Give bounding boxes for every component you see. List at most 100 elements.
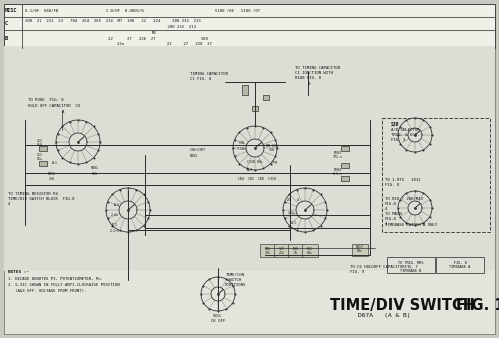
- Text: 316: 316: [49, 177, 55, 181]
- Text: S31C: S31C: [213, 314, 223, 318]
- Text: TO C6 HOLDOFF CAPACITOR: TO C6 HOLDOFF CAPACITOR: [350, 265, 405, 269]
- Bar: [39, 145, 47, 150]
- Text: 22n                  22     27   228  27: 22n 22 27 228 27: [117, 42, 212, 46]
- Text: MISC: MISC: [5, 8, 17, 13]
- Text: FIG. 8: FIG. 8: [454, 261, 467, 265]
- Text: TO TIMING CAPACITOR: TO TIMING CAPACITOR: [295, 66, 340, 70]
- Text: CB4  CB1  CB8  C310: CB4 CB1 CB8 C310: [238, 177, 276, 181]
- Text: FIG. 7: FIG. 7: [405, 265, 417, 269]
- Text: 200  21  221  23   704  264  265  214  M7  108   22   224     200 232  213: 200 21 221 23 704 264 265 214 M7 108 22 …: [25, 19, 201, 23]
- Text: B: B: [5, 37, 8, 42]
- Text: C330 80c: C330 80c: [247, 160, 263, 164]
- Text: RB C31
316: RB C31 316: [266, 144, 278, 152]
- Bar: [382, 118, 490, 232]
- Bar: [352, 244, 368, 256]
- Bar: [341, 145, 349, 150]
- Bar: [341, 163, 349, 168]
- Bar: [242, 85, 248, 95]
- Text: RB03: RB03: [190, 154, 198, 158]
- Text: TO TIMING RESISTOR R4: TO TIMING RESISTOR R4: [8, 192, 58, 196]
- Text: R204
2-1+s: R204 2-1+s: [333, 168, 343, 176]
- Text: 1. DECADE DENOTES PI, POTENTIOMETER, Pn.: 1. DECADE DENOTES PI, POTENTIOMETER, Pn.: [8, 277, 103, 281]
- Text: FIG. 10: FIG. 10: [456, 298, 499, 313]
- Text: FIG. 9: FIG. 9: [350, 270, 364, 274]
- Text: S38: S38: [391, 122, 400, 127]
- Bar: [302, 244, 318, 257]
- Bar: [260, 244, 276, 257]
- Text: A/D SELECTOR: A/D SELECTOR: [391, 128, 420, 132]
- Text: A-7: A-7: [247, 168, 253, 172]
- Text: 4: 4: [385, 207, 387, 211]
- Text: FIG. 3: FIG. 3: [391, 138, 405, 142]
- Text: TO 1.VTS   1011: TO 1.VTS 1011: [385, 178, 421, 182]
- Text: B: B: [308, 82, 310, 86]
- Text: 7-18s: 7-18s: [237, 147, 247, 151]
- Text: Jog: Jog: [272, 160, 278, 164]
- Text: CB17
80c: CB17 80c: [356, 245, 364, 253]
- Text: 2-1+s: 2-1+s: [110, 229, 120, 233]
- Text: 816: 816: [92, 172, 98, 176]
- Bar: [288, 244, 304, 257]
- Text: TO R306  FIG. 8: TO R306 FIG. 8: [28, 98, 64, 102]
- Bar: [263, 95, 269, 99]
- Text: C3H+C3R7: C3H+C3R7: [190, 148, 206, 152]
- Text: FIG.8: FIG.8: [385, 217, 397, 221]
- Text: M3: M3: [152, 31, 157, 35]
- Text: D67A   (A & B): D67A (A & B): [358, 313, 411, 318]
- Text: TO R10 / 200/M43: TO R10 / 200/M43: [385, 197, 423, 201]
- Text: C1 FIG. 8: C1 FIG. 8: [190, 77, 212, 81]
- Text: 2-4s: 2-4s: [288, 211, 296, 215]
- Text: 4: 4: [385, 222, 387, 226]
- Text: C11
G1s: C11 G1s: [37, 153, 43, 161]
- Bar: [4, 46, 495, 271]
- Text: A-1: A-1: [52, 161, 58, 165]
- Bar: [252, 105, 258, 111]
- Text: C1 JUNCTION WITH: C1 JUNCTION WITH: [295, 71, 333, 75]
- Text: R31
701: R31 701: [265, 247, 271, 255]
- Text: TIMEBASE B: TIMEBASE B: [400, 269, 422, 273]
- Text: FIG. V: FIG. V: [385, 183, 399, 187]
- Bar: [387, 257, 435, 273]
- Bar: [4, 4, 495, 48]
- Text: A-6: A-6: [114, 203, 120, 207]
- Text: TIME/DIV SWITCH BLOCK  FIG.8: TIME/DIV SWITCH BLOCK FIG.8: [8, 197, 74, 201]
- Text: FIG.8: FIG.8: [385, 202, 397, 206]
- Text: TO MAIN: TO MAIN: [385, 212, 402, 216]
- Text: RB01: RB01: [91, 166, 99, 170]
- Bar: [4, 4, 495, 48]
- Text: TIMING CAPACITOR: TIMING CAPACITOR: [190, 72, 228, 76]
- Text: R61
88s: R61 88s: [307, 247, 313, 255]
- Bar: [436, 257, 484, 273]
- Text: R203
371-s: R203 371-s: [333, 151, 343, 159]
- Text: C30: C30: [239, 141, 245, 145]
- Text: G-1: G-1: [291, 221, 297, 225]
- Text: 20   4: 20 4: [287, 198, 299, 202]
- Text: S37
252: S37 252: [279, 247, 285, 255]
- Text: C11
818: C11 818: [37, 139, 43, 147]
- Text: CK OFF: CK OFF: [211, 319, 225, 323]
- Text: B-1: B-1: [112, 223, 118, 227]
- Text: (A&3 OFF, VOLTAGE FROM FRONT).: (A&3 OFF, VOLTAGE FROM FRONT).: [8, 289, 86, 293]
- Text: 0.1/0F  680/FB                    1.0/0F  0.0001/0                              : 0.1/0F 680/FB 1.0/0F 0.0001/0: [25, 8, 260, 13]
- Text: R60
1k: R60 1k: [293, 247, 299, 255]
- Text: TRIG. & OCT.: TRIG. & OCT.: [391, 133, 420, 137]
- Text: TO TRIG. MBS: TO TRIG. MBS: [398, 261, 424, 265]
- Text: 2-4s: 2-4s: [111, 213, 119, 217]
- Text: POSITIONS: POSITIONS: [225, 283, 246, 287]
- Text: TIME/DIV SWITCH: TIME/DIV SWITCH: [330, 298, 475, 313]
- Text: 4: 4: [8, 202, 10, 206]
- Text: R180 FIG. 8: R180 FIG. 8: [295, 76, 321, 80]
- Text: TIMEBASE A: TIMEBASE A: [450, 265, 471, 269]
- Text: HOLD OFF CAPACITOR  CX: HOLD OFF CAPACITOR CX: [28, 104, 80, 108]
- Text: SWITCH: SWITCH: [228, 278, 242, 282]
- Text: A: A: [62, 110, 64, 114]
- Bar: [39, 161, 47, 166]
- Bar: [341, 175, 349, 180]
- Text: 22      27   226  27                   300: 22 27 226 27 300: [25, 37, 208, 41]
- Bar: [274, 244, 290, 257]
- Text: 2. S-31C SHOWN IN FULLY ANTI-CLOCKWISE POSITION: 2. S-31C SHOWN IN FULLY ANTI-CLOCKWISE P…: [8, 283, 120, 287]
- Text: RD11: RD11: [48, 172, 56, 176]
- Text: TIMEBASE SWITCH A ONLY: TIMEBASE SWITCH A ONLY: [385, 223, 437, 227]
- Text: NOTES :-: NOTES :-: [8, 270, 29, 274]
- Text: C: C: [5, 21, 8, 26]
